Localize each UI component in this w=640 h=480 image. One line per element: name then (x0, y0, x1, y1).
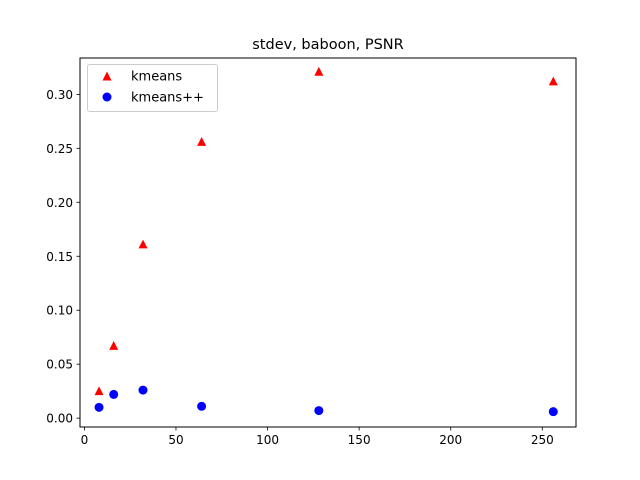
legend-label-kmeans-plus-plus: kmeans++ (131, 91, 204, 106)
legend-marker-kmeans-plus-plus (102, 92, 112, 102)
y-tick-label: 0.20 (46, 196, 73, 210)
legend: kmeans kmeans++ (87, 64, 218, 112)
x-tick-label: 50 (168, 433, 183, 447)
data-point-kmeans-plus-plus (197, 401, 207, 411)
y-tick-label: 0.05 (46, 358, 73, 372)
data-point-kmeans-plus-plus (138, 385, 148, 395)
x-tick-label: 100 (256, 433, 279, 447)
series-kmeans (94, 66, 558, 396)
data-point-kmeans (138, 239, 148, 249)
x-axis: 0 50 100 150 200 250 (81, 427, 554, 447)
legend-label-kmeans: kmeans (131, 70, 182, 85)
data-point-kmeans-plus-plus (548, 407, 558, 417)
x-tick-label: 200 (439, 433, 462, 447)
data-point-kmeans (109, 341, 119, 350)
y-tick-label: 0.00 (46, 412, 73, 426)
legend-box (87, 64, 218, 112)
x-tick-label: 0 (81, 433, 89, 447)
data-point-kmeans (314, 66, 324, 76)
y-tick-label: 0.15 (46, 250, 73, 264)
data-point-kmeans (94, 386, 104, 396)
x-tick-label: 150 (348, 433, 371, 447)
data-point-kmeans (197, 137, 207, 146)
data-point-kmeans-plus-plus (314, 406, 324, 416)
data-point-kmeans-plus-plus (109, 389, 119, 399)
plot-frame (79, 57, 577, 428)
series-kmeans-plus-plus (94, 385, 558, 417)
y-tick-label: 0.30 (46, 88, 73, 102)
chart-title: stdev, baboon, PSNR (252, 37, 403, 53)
x-tick-label: 250 (531, 433, 554, 447)
data-point-kmeans (548, 76, 558, 86)
y-tick-label: 0.10 (46, 304, 73, 318)
data-point-kmeans-plus-plus (94, 402, 104, 412)
y-tick-label: 0.25 (46, 142, 73, 156)
plot-marks (94, 66, 558, 417)
y-axis: 0.00 0.05 0.10 0.15 0.20 0.25 0.30 (46, 88, 80, 426)
legend-marker-kmeans (102, 71, 112, 81)
